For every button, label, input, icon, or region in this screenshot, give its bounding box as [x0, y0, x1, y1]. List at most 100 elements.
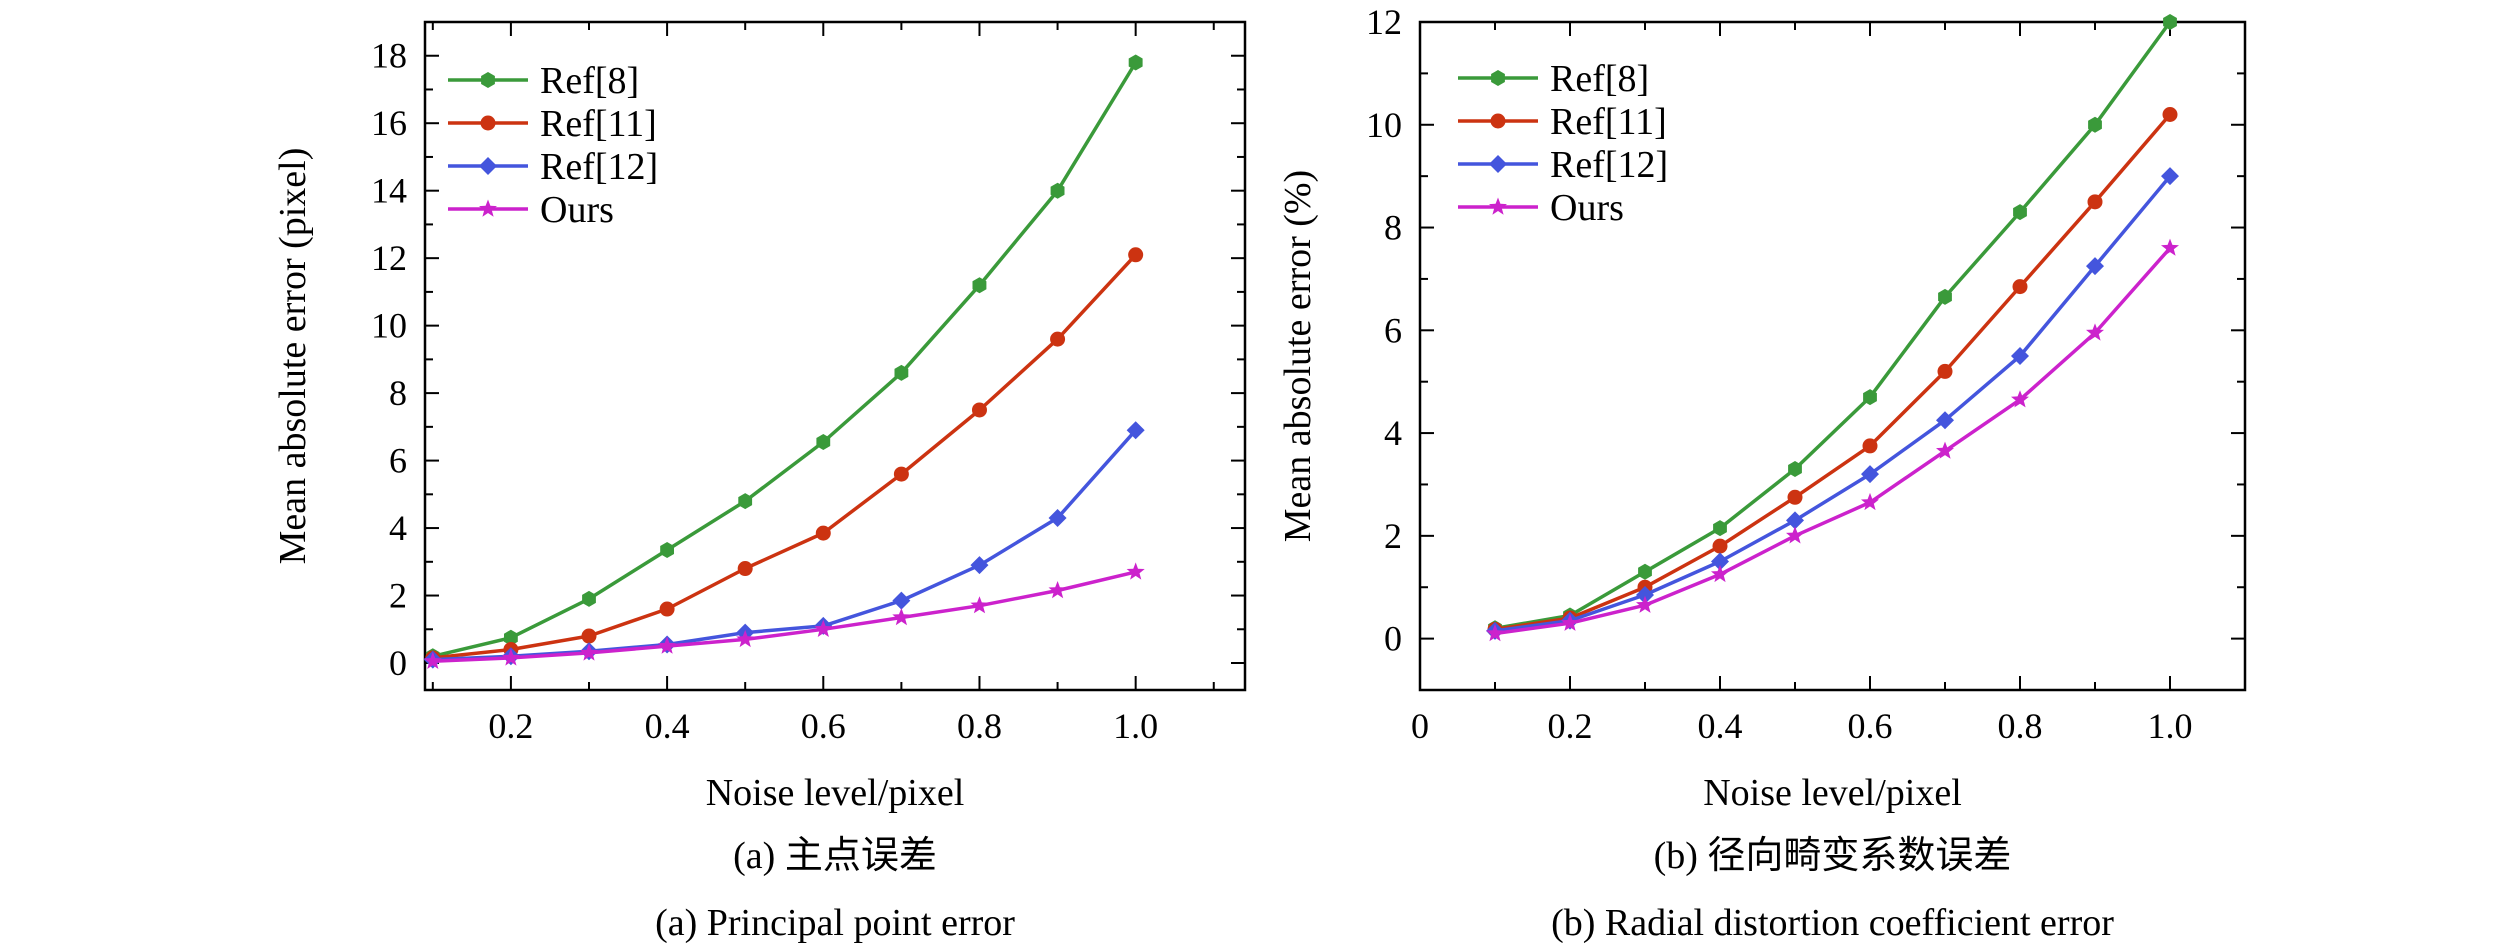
legend-label: Ref[11] [540, 103, 657, 145]
legend-label: Ref[12] [1550, 144, 1668, 186]
y-tick-label: 6 [1384, 310, 1402, 350]
y-tick-label: 2 [389, 576, 407, 616]
y-tick-label: 18 [371, 36, 407, 76]
legend-marker [1490, 113, 1506, 129]
data-point [2088, 116, 2102, 133]
legend-label: Ours [1550, 187, 1624, 229]
x-tick-label: 0.8 [1998, 706, 2043, 746]
data-point [423, 651, 442, 669]
series-ours [423, 562, 1145, 669]
y-tick-label: 2 [1384, 516, 1402, 556]
data-point [2163, 14, 2177, 30]
series-line [432, 253, 1137, 660]
legend-label: Ours [540, 189, 614, 231]
data-point [1937, 363, 1953, 379]
y-tick-label: 14 [371, 171, 407, 211]
data-point [1787, 489, 1803, 505]
legend: Ref[8]Ref[11]Ref[12]Ours [1458, 58, 1668, 229]
data-point [1711, 564, 1729, 583]
chart-b: 0 0.2 0.4 0.6 0.8 1.0 0 2 4 6 8 10 12 Ref[8]Ref[11]Re… [1277, 2, 2247, 944]
data-point [970, 596, 989, 614]
data-point [1863, 389, 1877, 406]
caption-chinese: (a) 主点误差 [733, 835, 937, 877]
legend-marker [480, 115, 496, 131]
data-point [894, 364, 909, 381]
data-point [738, 493, 753, 510]
data-point [1561, 613, 1579, 631]
data-point [1050, 182, 1065, 199]
data-point [580, 643, 598, 661]
data-point [2086, 323, 2104, 341]
data-point [504, 629, 518, 646]
data-point [2162, 106, 2178, 122]
x-axis-label: Noise level/pixel [706, 772, 965, 814]
data-point [892, 591, 911, 610]
series-ref-12 [1486, 167, 2179, 640]
legend-label: Ref[8] [540, 60, 639, 102]
data-point [2161, 238, 2179, 256]
y-tick-label: 0 [1384, 619, 1402, 659]
data-point [970, 556, 989, 575]
series-line [432, 570, 1137, 664]
data-point [737, 561, 753, 577]
data-point [814, 619, 833, 637]
series-ref-11 [425, 247, 1144, 666]
x-tick-label: 0.6 [801, 706, 846, 746]
legend-marker [1491, 70, 1505, 86]
y-axis-label: Mean absolute error (pixel) [272, 148, 314, 565]
data-point [893, 466, 909, 482]
data-point [1126, 562, 1145, 580]
y-tick-label: 12 [371, 238, 407, 278]
x-tick-label: 0 [1411, 706, 1429, 746]
x-tick-label: 1.0 [2148, 706, 2193, 746]
y-tick-label: 6 [389, 441, 407, 481]
data-point [1786, 526, 1804, 544]
data-point [1862, 438, 1878, 454]
series-line [1494, 113, 2172, 632]
plot-frame [423, 20, 1247, 692]
series-line [1494, 175, 2172, 633]
data-point [2161, 167, 2179, 186]
y-tick-label: 4 [1384, 413, 1402, 453]
data-point [1711, 552, 1729, 571]
chart-a: 0.2 0.4 0.6 0.8 1.0024681012141618Ref[8]Ref[… [272, 20, 1247, 944]
data-point [1788, 461, 1802, 477]
series-ref-12 [423, 421, 1145, 669]
data-point [1786, 511, 1804, 530]
legend-marker [481, 72, 495, 88]
data-point [2011, 347, 2029, 365]
y-tick-label: 4 [389, 508, 407, 548]
data-point [2086, 257, 2104, 276]
caption-english: (b) Radial distortion coefficient error [1551, 902, 2114, 944]
x-tick-label: 0.2 [488, 706, 533, 746]
legend-marker [479, 157, 497, 175]
y-tick-label: 8 [1384, 208, 1402, 248]
data-point [581, 628, 597, 644]
series-line [1494, 20, 2172, 631]
data-point [658, 636, 677, 654]
legend-label: Ref[11] [1550, 101, 1667, 143]
x-tick-label: 0.8 [957, 706, 1002, 746]
data-point [1861, 465, 1879, 484]
y-tick-label: 10 [1366, 105, 1402, 145]
data-point [1636, 595, 1654, 613]
data-point [1936, 411, 1954, 430]
x-tick-label: 1.0 [1113, 706, 1158, 746]
legend-marker [479, 199, 497, 217]
data-point [1638, 563, 1652, 580]
data-point [2087, 194, 2103, 210]
data-point [1712, 538, 1728, 554]
data-point [2013, 204, 2027, 221]
data-point [1128, 54, 1143, 71]
data-point [1126, 421, 1145, 440]
data-point [1861, 492, 1879, 511]
data-point [2012, 279, 2028, 295]
data-point [1048, 581, 1067, 599]
data-point [1048, 508, 1067, 527]
caption-english: (a) Principal point error [655, 902, 1015, 944]
data-point [1050, 331, 1066, 347]
data-point [582, 590, 596, 607]
y-tick-label: 16 [371, 103, 407, 143]
y-tick-label: 10 [371, 306, 407, 346]
